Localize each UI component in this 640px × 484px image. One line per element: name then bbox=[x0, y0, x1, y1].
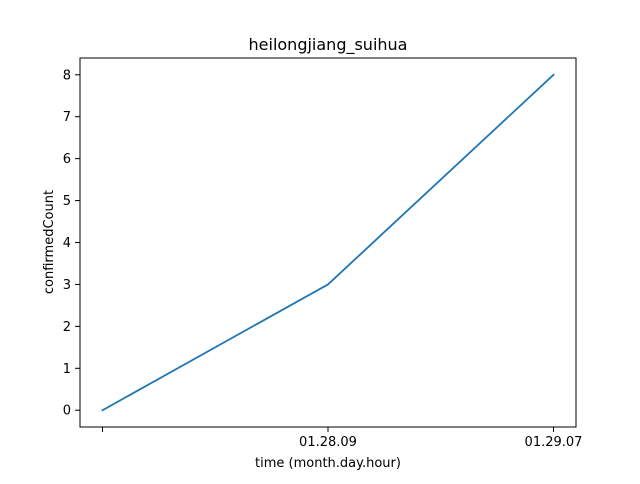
y-tick-label: 5 bbox=[63, 194, 71, 209]
y-axis-label: confirmedCount bbox=[42, 190, 57, 294]
y-tick-label: 6 bbox=[63, 152, 71, 167]
series-line-0 bbox=[101, 73, 555, 412]
y-tick-label: 2 bbox=[63, 320, 71, 335]
plot-frame bbox=[79, 57, 577, 428]
y-tick-label: 8 bbox=[63, 68, 71, 83]
x-axis-ticks: 01.28.09 01.29.07 bbox=[102, 427, 583, 450]
series-layer bbox=[101, 73, 555, 412]
plot-area bbox=[80, 58, 576, 427]
y-tick-label: 0 bbox=[63, 404, 71, 419]
y-tick-label: 3 bbox=[63, 278, 71, 293]
y-tick-label: 4 bbox=[63, 236, 71, 251]
x-axis-label: time (month.day.hour) bbox=[255, 456, 401, 471]
x-tick-label: 01.29.07 bbox=[525, 435, 583, 450]
y-tick-label: 1 bbox=[63, 362, 71, 377]
y-tick-label: 7 bbox=[63, 110, 71, 125]
x-tick-label: 01.28.09 bbox=[299, 435, 357, 450]
y-axis-ticks: 0 1 2 3 4 5 6 7 8 bbox=[63, 68, 80, 419]
chart-title: heilongjiang_suihua bbox=[249, 35, 408, 55]
